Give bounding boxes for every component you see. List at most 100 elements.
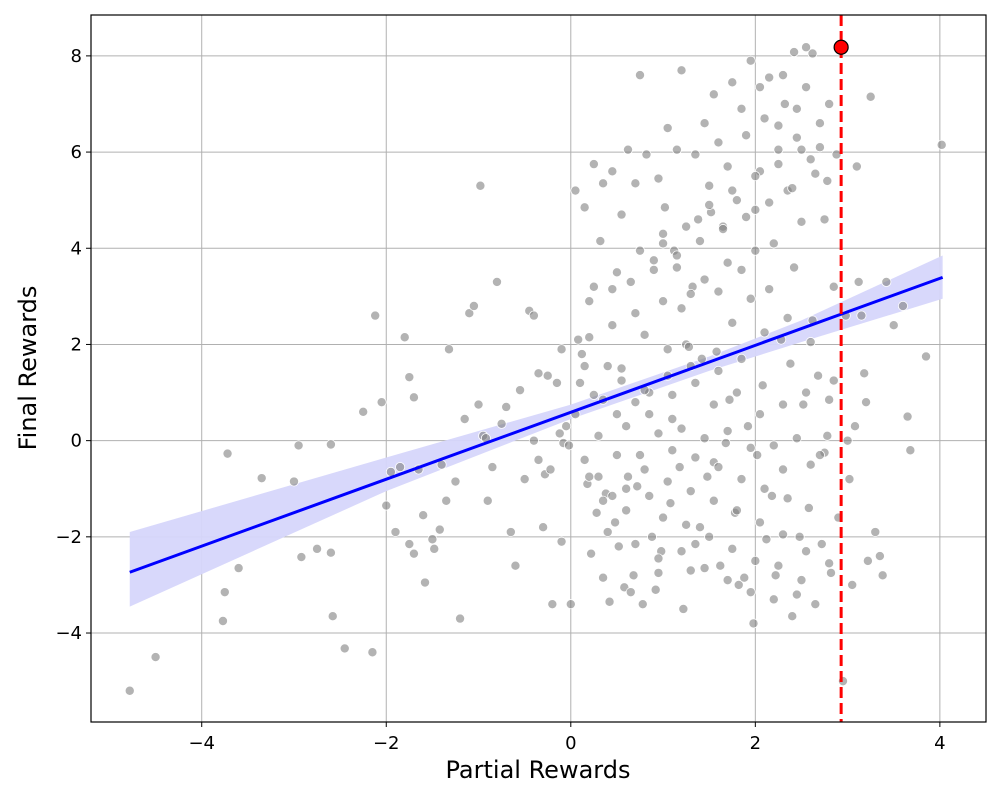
data-point: [367, 647, 378, 658]
data-point: [621, 483, 632, 494]
data-point: [736, 353, 747, 364]
plot-frame: [90, 14, 987, 723]
data-point: [789, 47, 800, 58]
data-point: [468, 300, 479, 311]
data-point: [768, 238, 779, 249]
data-point: [693, 214, 704, 225]
data-point: [648, 264, 659, 275]
data-point: [805, 337, 816, 348]
data-point: [704, 199, 715, 210]
data-point: [690, 452, 701, 463]
confidence-band: [129, 255, 943, 607]
data-point: [853, 276, 864, 287]
data-point: [496, 418, 507, 429]
data-point: [671, 250, 682, 261]
data-point: [542, 370, 553, 381]
data-point: [759, 113, 770, 124]
data-point: [593, 471, 604, 482]
data-point: [639, 464, 650, 475]
data-point: [694, 522, 705, 533]
data-point: [748, 618, 759, 629]
data-point: [741, 130, 752, 141]
data-point: [757, 380, 768, 391]
data-point: [690, 149, 701, 160]
data-point: [616, 209, 627, 220]
data-point: [607, 284, 618, 295]
data-point: [685, 288, 696, 299]
data-point: [644, 409, 655, 420]
data-point: [722, 426, 733, 437]
data-point: [662, 476, 673, 487]
data-point: [598, 572, 609, 583]
data-point: [801, 546, 812, 557]
data-point: [713, 286, 724, 297]
data-point: [404, 539, 415, 550]
data-point: [731, 387, 742, 398]
data-point: [814, 142, 825, 153]
x-axis-title: Partial Rewards: [446, 756, 631, 784]
data-point: [588, 389, 599, 400]
data-point: [613, 541, 624, 552]
data-point: [576, 349, 587, 360]
data-point: [674, 462, 685, 473]
data-point: [482, 495, 493, 506]
data-point: [584, 332, 595, 343]
data-point: [791, 433, 802, 444]
data-point: [611, 409, 622, 420]
data-point: [681, 519, 692, 530]
data-point: [528, 435, 539, 446]
data-point: [874, 551, 885, 562]
data-point: [796, 575, 807, 586]
data-point: [222, 448, 233, 459]
data-point: [676, 65, 687, 76]
data-point: [708, 89, 719, 100]
data-point: [390, 527, 401, 538]
data-point: [547, 599, 558, 610]
data-point: [849, 421, 860, 432]
data-point: [639, 329, 650, 340]
data-point: [455, 613, 466, 624]
data-point: [715, 560, 726, 571]
data-point: [676, 423, 687, 434]
data-point: [754, 82, 765, 93]
data-point: [533, 368, 544, 379]
data-point: [644, 490, 655, 501]
data-point: [621, 505, 632, 516]
data-point: [733, 579, 744, 590]
data-point: [727, 77, 738, 88]
data-point: [570, 185, 581, 196]
data-point: [791, 103, 802, 114]
data-point: [358, 406, 369, 417]
data-point: [575, 377, 586, 388]
data-point: [791, 132, 802, 143]
data-point: [658, 296, 669, 307]
data-point: [554, 428, 565, 439]
data-point: [630, 539, 641, 550]
data-point: [803, 502, 814, 513]
data-point: [787, 183, 798, 194]
data-point: [607, 320, 618, 331]
data-point: [588, 281, 599, 292]
data-point: [339, 643, 350, 654]
data-point: [551, 377, 562, 388]
data-point: [219, 587, 230, 598]
data-point: [699, 274, 710, 285]
data-point: [731, 195, 742, 206]
data-point: [510, 560, 521, 571]
data-point: [256, 473, 267, 484]
data-point: [381, 500, 392, 511]
data-point: [718, 224, 729, 235]
y-tick-label: 0: [71, 431, 82, 452]
data-point: [634, 70, 645, 81]
y-tick-label: 4: [71, 238, 82, 259]
data-point: [727, 317, 738, 328]
data-point: [561, 421, 572, 432]
data-point: [736, 103, 747, 114]
data-point: [658, 238, 669, 249]
data-point: [750, 204, 761, 215]
data-point: [528, 310, 539, 321]
data-point: [831, 149, 842, 160]
data-point: [824, 394, 835, 405]
